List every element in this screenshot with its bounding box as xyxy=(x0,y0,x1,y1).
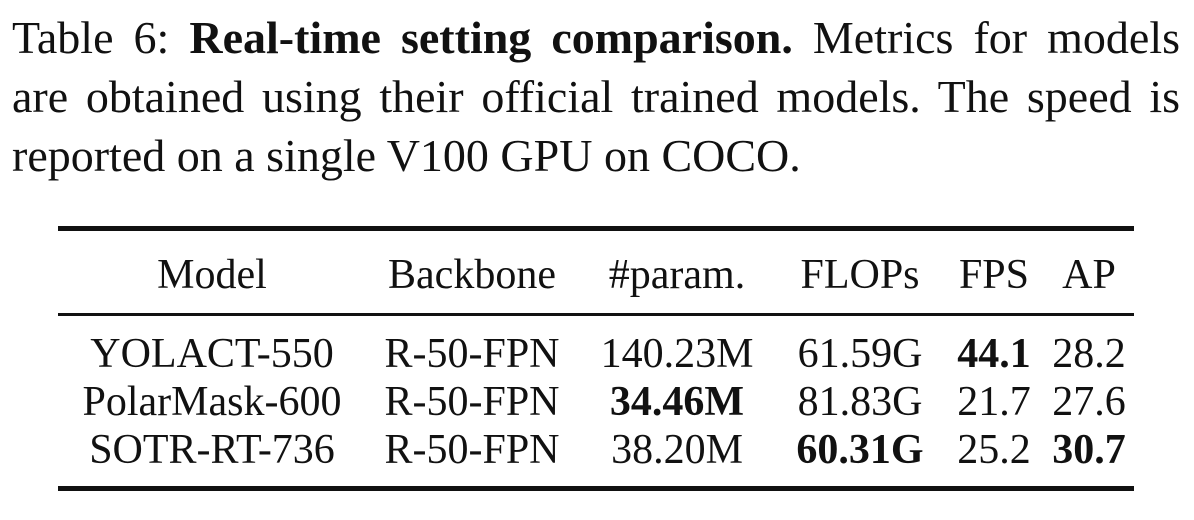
comparison-table-container: Model Backbone #param. FLOPs FPS AP YOLA… xyxy=(58,226,1134,491)
cell-ap: 28.2 xyxy=(1052,331,1126,377)
table-header-row: Model Backbone #param. FLOPs FPS AP xyxy=(58,231,1134,313)
cell-backbone: R-50-FPN xyxy=(384,379,560,425)
table-row: YOLACT-550 R-50-FPN 140.23M 61.59G 44.1 … xyxy=(58,316,1134,378)
table-row: SOTR-RT-736 R-50-FPN 38.20M 60.31G 25.2 … xyxy=(58,426,1134,486)
cell-params: 38.20M xyxy=(611,427,743,473)
cell-backbone: R-50-FPN xyxy=(384,331,560,377)
comparison-table: Model Backbone #param. FLOPs FPS AP YOLA… xyxy=(58,231,1134,486)
table-mid-rule xyxy=(58,313,1134,316)
caption-label: Table 6: xyxy=(12,12,170,63)
caption-title: Real-time setting comparison. xyxy=(189,12,793,63)
cell-flops: 81.83G xyxy=(797,379,923,425)
table-top-rule xyxy=(58,226,1134,231)
cell-ap: 30.7 xyxy=(1052,427,1126,473)
table-caption: Table 6: Real-time setting comparison. M… xyxy=(12,8,1180,185)
caption-text: Metrics for models are obtained using th… xyxy=(12,12,1181,181)
table-bottom-rule xyxy=(58,486,1134,491)
cell-params: 34.46M xyxy=(609,379,745,425)
cell-model: YOLACT-550 xyxy=(90,331,334,377)
header-fps: FPS xyxy=(958,252,1030,298)
header-ap: AP xyxy=(1062,252,1116,298)
cell-model: SOTR-RT-736 xyxy=(89,427,335,473)
cell-backbone: R-50-FPN xyxy=(384,427,560,473)
table-row: PolarMask-600 R-50-FPN 34.46M 81.83G 21.… xyxy=(58,378,1134,426)
header-model: Model xyxy=(157,252,267,298)
cell-model: PolarMask-600 xyxy=(82,379,342,425)
header-flops: FLOPs xyxy=(800,252,920,298)
header-backbone: Backbone xyxy=(388,252,556,298)
cell-flops: 61.59G xyxy=(797,331,923,377)
cell-fps: 25.2 xyxy=(957,427,1031,473)
cell-params: 140.23M xyxy=(600,331,754,377)
cell-fps: 44.1 xyxy=(957,331,1031,377)
cell-ap: 27.6 xyxy=(1052,379,1126,425)
header-params: #param. xyxy=(608,252,746,298)
cell-fps: 21.7 xyxy=(957,379,1031,425)
cell-flops: 60.31G xyxy=(796,427,924,473)
